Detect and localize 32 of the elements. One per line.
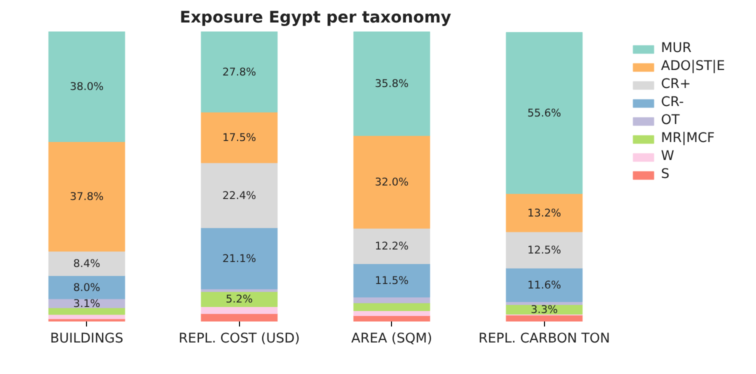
legend-label: ADO|ST|E <box>661 59 725 74</box>
data-label: 3.1% <box>73 296 100 310</box>
x-tick-label: REPL. COST (USD) <box>178 332 300 346</box>
data-label: 3.3% <box>530 302 558 316</box>
x-tick-label: REPL. CARBON TON <box>478 332 610 346</box>
data-label: 8.0% <box>73 280 100 294</box>
data-label: 38.0% <box>70 80 104 94</box>
chart-title: Exposure Egypt per taxonomy <box>180 8 452 26</box>
legend-label: CR- <box>661 95 684 110</box>
data-label: 11.5% <box>374 274 409 287</box>
data-label: 11.6% <box>527 278 562 292</box>
data-label: 35.8% <box>374 77 409 90</box>
data-label: 32.0% <box>374 176 409 189</box>
data-label: 13.2% <box>527 206 562 220</box>
x-tick-label: AREA (SQM) <box>351 332 432 346</box>
legend-label: CR+ <box>661 77 691 92</box>
data-label: 17.5% <box>222 130 256 144</box>
legend-label: MUR <box>661 41 692 56</box>
legend-label: MR|MCF <box>661 131 715 146</box>
legend-label: S <box>661 167 670 182</box>
data-label: 37.8% <box>70 190 104 204</box>
legend-label: W <box>661 149 676 164</box>
data-label: 27.8% <box>222 65 256 78</box>
x-tick-label: BUILDINGS <box>50 332 124 346</box>
data-label: 21.1% <box>222 252 256 265</box>
data-label: 22.4% <box>222 188 256 202</box>
data-label: 12.5% <box>527 244 562 257</box>
legend-label: OT <box>661 113 681 128</box>
data-label: 8.4% <box>73 257 100 270</box>
data-label: 12.2% <box>374 240 409 253</box>
data-label: 5.2% <box>226 292 253 306</box>
data-label: 55.6% <box>527 106 562 120</box>
